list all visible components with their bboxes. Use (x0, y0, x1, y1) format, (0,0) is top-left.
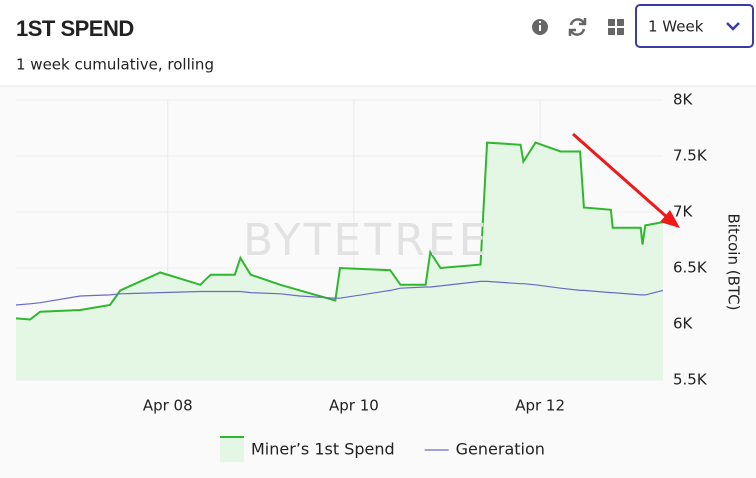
refresh-icon[interactable] (568, 18, 587, 36)
y-tick-label: 7K (673, 203, 694, 221)
y-tick-label: 6K (673, 315, 694, 333)
legend-label: Generation (456, 440, 545, 459)
title: 1ST SPEND (16, 16, 134, 41)
grid-icon[interactable] (608, 19, 624, 35)
range-dropdown[interactable]: 1 Week (635, 4, 754, 48)
watermark: BYTETREE (243, 215, 489, 266)
y-axis-label: Bitcoin (BTC) (725, 214, 743, 311)
range-value: 1 Week (648, 18, 704, 36)
legend-swatch (220, 436, 244, 462)
line (15, 141, 664, 321)
y-tick-label: 8K (673, 91, 694, 109)
annotation-arrow (572, 132, 680, 228)
y-tick-label: 7.5K (673, 147, 708, 165)
subtitle: 1 week cumulative, rolling (16, 56, 214, 74)
x-tick-label: Apr 10 (329, 397, 379, 415)
y-tick-label: 5.5K (673, 371, 708, 389)
info-icon[interactable] (532, 19, 548, 35)
line (15, 280, 664, 306)
legend-label: Miner’s 1st Spend (251, 440, 395, 459)
x-tick-label: Apr 08 (143, 397, 193, 415)
y-tick-label: 6.5K (673, 259, 708, 277)
area (16, 142, 663, 380)
plot: 5.5K 6K 6.5K 7K 7.5K 8K Apr 08 Apr 10 Apr 12 (15, 91, 708, 415)
x-tick-label: Apr 12 (515, 397, 565, 415)
legend: Miner’s 1st Spend Generation (220, 436, 545, 462)
